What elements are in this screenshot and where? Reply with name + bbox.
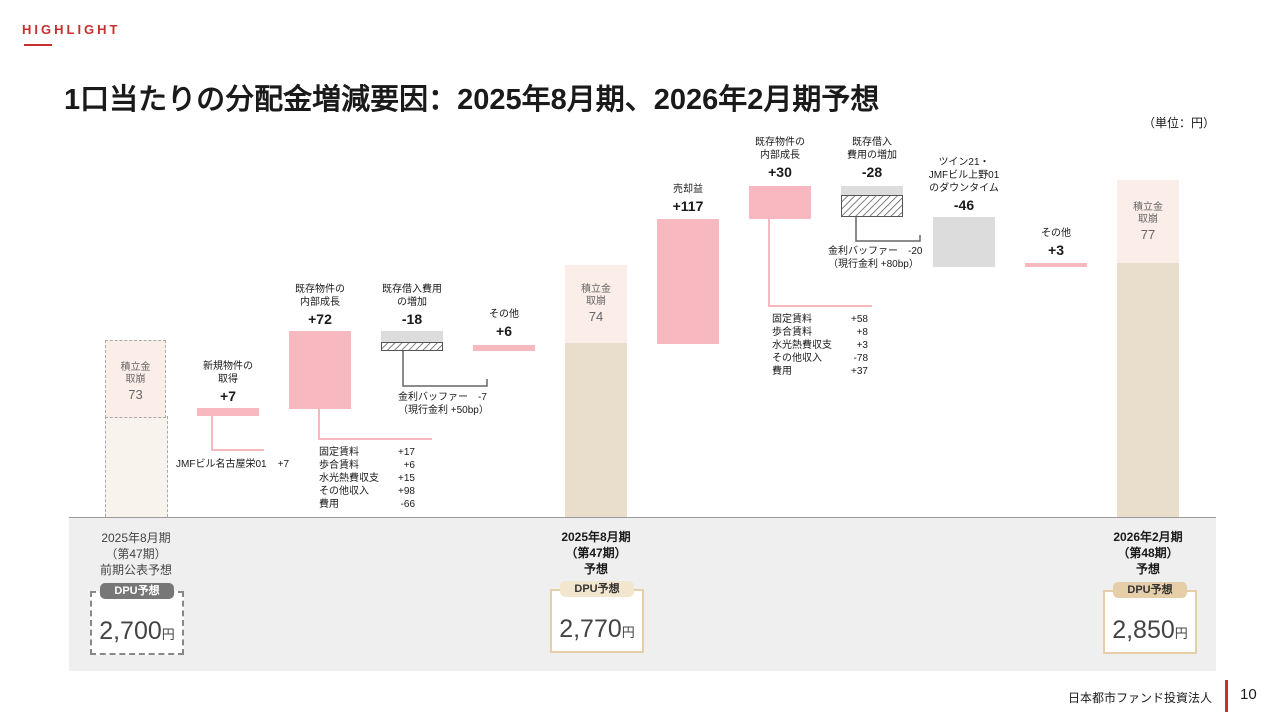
step-bar-borrowing-cost-2	[841, 186, 903, 195]
detail-breakdown-1: 固定賃料 +17 歩合賃料 +6 水光熱費収支 +15 その他収入 +98 費用 -66	[319, 447, 415, 510]
step-label-other-1: その他 +6	[489, 309, 519, 339]
step-label-borrowing-cost-2: 既存借入 費用の増加 -28	[847, 137, 897, 180]
reserve-label-2025-aug: 積立金 取崩 74	[581, 284, 611, 324]
period-label-previous: 2025年8月期 （第47期） 前期公表予想	[99, 531, 172, 577]
total-bar-2025-aug	[565, 343, 627, 517]
reserve-bar-2025-aug	[565, 265, 627, 343]
period-label-2026-feb: 2026年2月期 （第48期） 予想	[1113, 530, 1183, 576]
reserve-label-previous: 積立金 取崩 73	[120, 362, 151, 402]
buffer-note-1: 金利バッファー -7 （現行金利 +50bp）	[398, 392, 489, 416]
dpu-tag: DPU予想	[1113, 582, 1187, 598]
company-name: 日本都市ファンド投資法人	[1067, 691, 1212, 705]
step-bar-sale-gain	[657, 219, 719, 344]
step-bar-new-property	[197, 408, 259, 416]
connector-internal-growth-1	[318, 409, 432, 440]
step-label-internal-growth-1: 既存物件の 内部成長 +72	[295, 284, 345, 327]
connector-new-property	[211, 416, 264, 451]
step-bar-other-2	[1025, 263, 1087, 267]
dpu-box-2026-feb: DPU予想 2,850円	[1103, 582, 1197, 654]
reserve-label-2026-feb: 積立金 取崩 77	[1133, 202, 1163, 242]
connector-buffer-2	[855, 217, 921, 242]
page-number: 10	[1240, 686, 1257, 703]
step-bar-other-1	[473, 345, 535, 351]
section-label: HIGHLIGHT	[22, 22, 121, 37]
section-underline	[24, 44, 52, 46]
step-bar-borrowing-cost-1	[381, 331, 443, 342]
dpu-value: 2,770円	[559, 615, 635, 643]
detail-breakdown-2: 固定賃料 +58 歩合賃料 +8 水光熱費収支 +3 その他収入 -78 費用 +37	[772, 314, 868, 377]
dpu-tag: DPU予想	[560, 581, 634, 597]
total-bar-previous-forecast	[105, 416, 168, 517]
step-bar-internal-growth-2	[749, 186, 811, 219]
step-bar-internal-growth-1	[289, 331, 351, 409]
footer-separator	[1225, 680, 1228, 712]
baseline-axis	[69, 517, 1216, 518]
step-bar-buffer-1	[381, 342, 443, 351]
dpu-box-2025-aug: DPU予想 2,770円	[550, 581, 644, 653]
buffer-note-2: 金利バッファー -20 （現行金利 +80bp）	[828, 246, 923, 270]
step-label-downtime: ツイン21・ JMFビル上野01 のダウンタイム -46	[928, 157, 1000, 213]
page-title: 1口当たりの分配金増減要因：2025年8月期、2026年2月期予想	[64, 84, 880, 116]
connector-buffer-1	[402, 351, 488, 387]
step-label-sale-gain: 売却益 +117	[672, 184, 704, 214]
dpu-tag: DPU予想	[100, 583, 174, 599]
reserve-bar-2026-feb	[1117, 180, 1179, 263]
total-bar-2026-feb	[1117, 263, 1179, 517]
step-label-other-2: その他 +3	[1041, 228, 1071, 258]
step-bar-buffer-2	[841, 195, 903, 217]
dpu-box-previous: DPU予想 2,700円	[90, 583, 184, 655]
period-label-2025-aug: 2025年8月期 （第47期） 予想	[561, 530, 631, 576]
reserve-bar-previous-forecast	[105, 340, 166, 418]
step-label-borrowing-cost-1: 既存借入費用 の増加 -18	[382, 284, 442, 327]
detail-jmf-nagoya: JMFビル名古屋栄01 +7	[176, 459, 290, 470]
connector-internal-growth-2	[768, 219, 872, 307]
step-label-new-property: 新規物件の 取得 +7	[203, 361, 253, 404]
step-bar-downtime	[933, 217, 995, 267]
dpu-value: 2,850円	[1112, 616, 1188, 644]
unit-label: （単位：円）	[1142, 116, 1215, 130]
dpu-value: 2,700円	[99, 617, 175, 645]
step-label-internal-growth-2: 既存物件の 内部成長 +30	[755, 137, 805, 180]
